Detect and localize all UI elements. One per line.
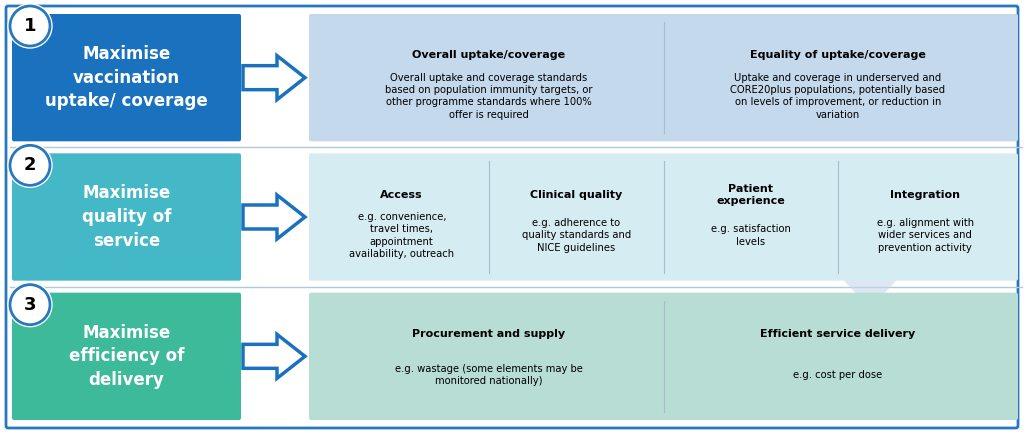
Text: e.g. convenience,
travel times,
appointment
availability, outreach: e.g. convenience, travel times, appointm… [349,212,455,259]
Text: Access: Access [381,190,423,200]
Text: Procurement and supply: Procurement and supply [413,329,565,339]
Text: Maximise
vaccination
uptake/ coverage: Maximise vaccination uptake/ coverage [45,45,208,110]
Text: Integration: Integration [890,190,961,200]
Polygon shape [243,195,305,239]
FancyBboxPatch shape [12,153,241,281]
Text: Maximise
efficiency of
delivery: Maximise efficiency of delivery [69,324,184,389]
Polygon shape [243,334,305,378]
Circle shape [8,283,52,327]
FancyBboxPatch shape [309,153,1018,281]
Text: e.g. alignment with
wider services and
prevention activity: e.g. alignment with wider services and p… [877,218,974,253]
Text: 2: 2 [24,156,36,174]
Text: Overall uptake and coverage standards
based on population immunity targets, or
o: Overall uptake and coverage standards ba… [385,72,593,120]
FancyBboxPatch shape [12,14,241,141]
FancyBboxPatch shape [6,6,1018,428]
Circle shape [8,4,52,48]
FancyBboxPatch shape [309,14,1018,141]
Text: 3: 3 [24,296,36,314]
Text: Patient
experience: Patient experience [717,184,785,206]
Text: e.g. adherence to
quality standards and
NICE guidelines: e.g. adherence to quality standards and … [521,218,631,253]
Text: Uptake and coverage in underserved and
CORE20plus populations, potentially based: Uptake and coverage in underserved and C… [730,72,945,120]
Text: Clinical quality: Clinical quality [530,190,623,200]
Polygon shape [843,249,897,309]
Text: e.g. wastage (some elements may be
monitored nationally): e.g. wastage (some elements may be monit… [395,364,583,386]
Text: Overall uptake/coverage: Overall uptake/coverage [413,50,565,60]
Text: Efficient service delivery: Efficient service delivery [761,329,915,339]
Text: 1: 1 [24,17,36,35]
FancyBboxPatch shape [309,293,1018,420]
Text: Equality of uptake/coverage: Equality of uptake/coverage [750,50,926,60]
Circle shape [10,285,50,325]
Polygon shape [243,56,305,100]
Text: Maximise
quality of
service: Maximise quality of service [82,184,171,250]
Circle shape [8,143,52,187]
Circle shape [10,6,50,46]
FancyBboxPatch shape [12,293,241,420]
Text: e.g. satisfaction
levels: e.g. satisfaction levels [711,224,791,247]
Circle shape [10,145,50,185]
Text: e.g. cost per dose: e.g. cost per dose [794,370,883,380]
